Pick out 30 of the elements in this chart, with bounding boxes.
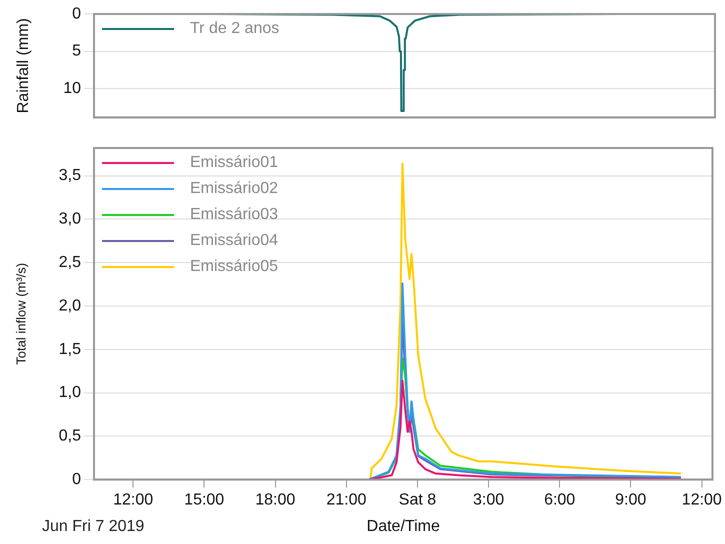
legend-label: Emissário04 <box>190 231 278 251</box>
y-tick-label: 1,5 <box>58 340 82 358</box>
x-axis-title: Date/Time <box>366 518 440 535</box>
y-tick-label: 5 <box>72 42 82 60</box>
x-tick-label: 3:00 <box>472 492 504 509</box>
legend-label: Emissário05 <box>190 257 278 277</box>
y-tick-label: 0 <box>72 5 82 22</box>
y-tick-label: 1,0 <box>58 384 82 402</box>
x-tick-label: 18:00 <box>255 492 296 509</box>
y-tick-label: 0,5 <box>58 428 82 445</box>
y-axis-title: Total inflow (m³/s) <box>13 262 28 365</box>
legend-label: Tr de 2 anos <box>190 19 280 39</box>
x-tick-label: 9:00 <box>615 492 646 509</box>
y-tick-label: 0 <box>72 471 82 488</box>
x-tick-label: 12:00 <box>682 492 722 509</box>
x-tick-label: 12:00 <box>113 492 154 509</box>
y-axis-title: Rainfall (mm) <box>15 18 32 114</box>
y-tick-label: 3,0 <box>58 210 82 228</box>
y-tick-label: 10 <box>63 80 82 98</box>
y-tick-label: 2,0 <box>58 297 82 314</box>
x-tick-label: 6:00 <box>544 492 576 509</box>
x-tick-label: 15:00 <box>184 492 224 509</box>
x-tick-label: 21:00 <box>326 492 366 509</box>
legend-label: Emissário01 <box>190 153 278 173</box>
legend-label: Emissário03 <box>190 205 278 225</box>
text: Jun Fri 7 2019 <box>42 518 144 536</box>
y-tick-label: 2,5 <box>58 254 82 271</box>
x-tick-label: Sat 8 <box>398 492 436 509</box>
y-tick-label: 3,5 <box>58 167 82 184</box>
legend-label: Emissário02 <box>190 179 278 199</box>
